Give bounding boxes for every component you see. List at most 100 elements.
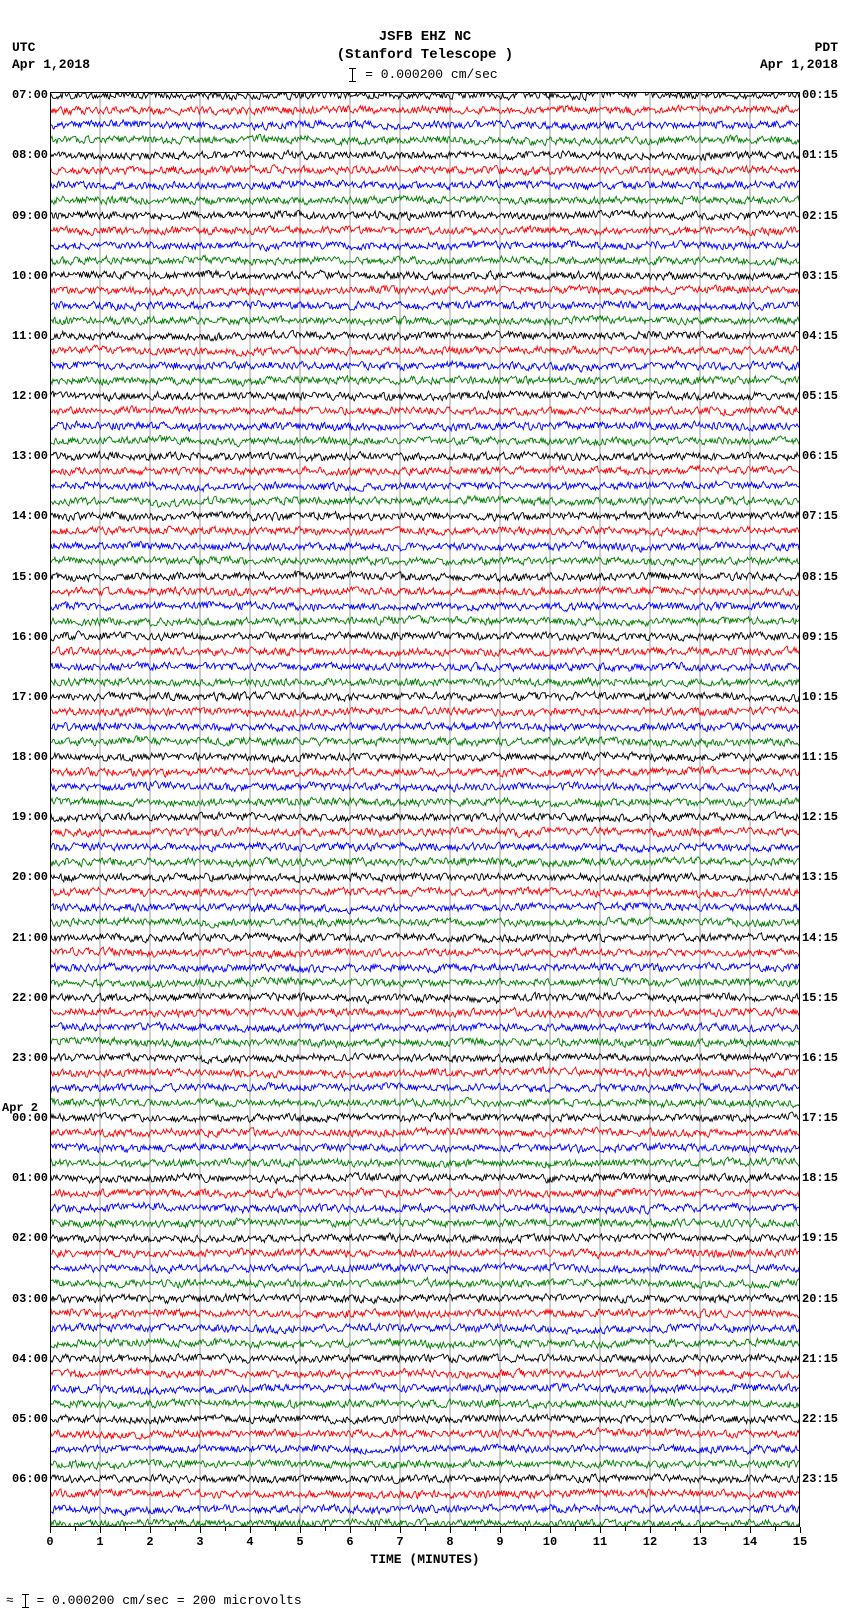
x-tick-label: 11 [593, 1535, 607, 1549]
left-time-label: 03:00 [12, 1293, 48, 1305]
left-time-label: 15:00 [12, 571, 48, 583]
right-time-label: 18:15 [802, 1172, 838, 1184]
left-time-label: 12:00 [12, 390, 48, 402]
right-time-label: 05:15 [802, 390, 838, 402]
right-time-label: 01:15 [802, 149, 838, 161]
left-time-label: 13:00 [12, 450, 48, 462]
x-tick-minor [575, 1527, 576, 1531]
x-tick-label: 6 [346, 1535, 353, 1549]
x-tick-label: 13 [693, 1535, 707, 1549]
plot-frame [50, 92, 800, 1527]
x-labels: 0123456789101112131415 [50, 1533, 800, 1549]
right-time-label: 06:15 [802, 450, 838, 462]
left-date-marker: Apr 2 [2, 1102, 38, 1115]
scale-bar-icon [25, 1594, 26, 1608]
x-tick-minor [125, 1527, 126, 1531]
footer-scale: ≈ = 0.000200 cm/sec = 200 microvolts [0, 1593, 850, 1608]
x-tick-minor [775, 1527, 776, 1531]
footer-prefix: ≈ [6, 1593, 14, 1608]
x-tick [800, 1527, 801, 1533]
plot-area: 07:0008:0009:0010:0011:0012:0013:0014:00… [50, 92, 800, 1527]
x-tick-label: 7 [396, 1535, 403, 1549]
right-time-label: 03:15 [802, 270, 838, 282]
left-time-label: 01:00 [12, 1172, 48, 1184]
x-tick-label: 4 [246, 1535, 253, 1549]
right-time-label: 14:15 [802, 932, 838, 944]
x-axis: 0123456789101112131415 TIME (MINUTES) [50, 1527, 800, 1569]
right-time-label: 20:15 [802, 1293, 838, 1305]
x-tick-label: 5 [296, 1535, 303, 1549]
header: JSFB EHZ NC (Stanford Telescope ) = 0.00… [0, 0, 850, 84]
right-time-label: 08:15 [802, 571, 838, 583]
right-time-labels: 00:15 01:15 02:15 03:15 04:15 05:15 06:15 07:15… [802, 92, 848, 1527]
x-tick-label: 10 [543, 1535, 557, 1549]
left-time-label: 09:00 [12, 210, 48, 222]
left-time-label: 06:00 [12, 1473, 48, 1485]
left-time-label: 14:00 [12, 510, 48, 522]
x-tick-label: 12 [643, 1535, 657, 1549]
left-time-label: 20:00 [12, 871, 48, 883]
x-tick-minor [325, 1527, 326, 1531]
scale-bar-icon [352, 68, 353, 82]
seismogram-page: UTC Apr 1,2018 PDT Apr 1,2018 JSFB EHZ N… [0, 0, 850, 1608]
left-time-label: 16:00 [12, 631, 48, 643]
right-time-label: 21:15 [802, 1353, 838, 1365]
left-time-label: 08:00 [12, 149, 48, 161]
right-time-label: 09:15 [802, 631, 838, 643]
left-time-label: 02:00 [12, 1232, 48, 1244]
station-subtitle: (Stanford Telescope ) [0, 46, 850, 64]
date-right: Apr 1,2018 [760, 57, 838, 74]
x-tick-minor [375, 1527, 376, 1531]
right-time-label: 22:15 [802, 1413, 838, 1425]
right-time-label: 16:15 [802, 1052, 838, 1064]
right-time-label: 02:15 [802, 210, 838, 222]
left-time-label: 17:00 [12, 691, 48, 703]
x-tick-minor [225, 1527, 226, 1531]
right-time-label: 17:15 [802, 1112, 838, 1124]
right-time-label: 15:15 [802, 992, 838, 1004]
right-time-label: 07:15 [802, 510, 838, 522]
x-axis-title: TIME (MINUTES) [50, 1552, 800, 1567]
x-tick-minor [75, 1527, 76, 1531]
tz-left: UTC [12, 40, 90, 57]
right-time-label: 00:15 [802, 89, 838, 101]
right-time-label: 19:15 [802, 1232, 838, 1244]
x-tick-minor [675, 1527, 676, 1531]
x-tick-minor [175, 1527, 176, 1531]
top-left-meta: UTC Apr 1,2018 [12, 40, 90, 74]
footer-text: = 0.000200 cm/sec = 200 microvolts [36, 1593, 301, 1608]
right-time-label: 04:15 [802, 330, 838, 342]
left-time-label: 05:00 [12, 1413, 48, 1425]
left-time-label: 18:00 [12, 751, 48, 763]
right-time-label: 13:15 [802, 871, 838, 883]
scale-line: = 0.000200 cm/sec [0, 67, 850, 84]
x-tick-label: 9 [496, 1535, 503, 1549]
x-tick-minor [725, 1527, 726, 1531]
left-time-label: 10:00 [12, 270, 48, 282]
x-tick-label: 8 [446, 1535, 453, 1549]
left-time-labels: 07:0008:0009:0010:0011:0012:0013:0014:00… [2, 92, 48, 1527]
right-time-label: 10:15 [802, 691, 838, 703]
station-title: JSFB EHZ NC [0, 28, 850, 46]
tz-right: PDT [760, 40, 838, 57]
left-time-label: 23:00 [12, 1052, 48, 1064]
left-time-label: 19:00 [12, 811, 48, 823]
x-tick-minor [625, 1527, 626, 1531]
x-tick-label: 14 [743, 1535, 757, 1549]
top-right-meta: PDT Apr 1,2018 [760, 40, 838, 74]
left-time-label: 04:00 [12, 1353, 48, 1365]
right-time-label: 11:15 [802, 751, 838, 763]
right-time-label: 23:15 [802, 1473, 838, 1485]
left-time-label: 21:00 [12, 932, 48, 944]
right-time-label: 12:15 [802, 811, 838, 823]
x-tick-minor [425, 1527, 426, 1531]
x-tick-label: 3 [196, 1535, 203, 1549]
x-tick-label: 2 [146, 1535, 153, 1549]
x-tick-minor [525, 1527, 526, 1531]
scale-text: = 0.000200 cm/sec [365, 67, 498, 82]
date-left: Apr 1,2018 [12, 57, 90, 74]
left-time-label: 11:00 [12, 330, 48, 342]
x-tick-label: 15 [793, 1535, 807, 1549]
left-time-label: 22:00 [12, 992, 48, 1004]
x-tick-minor [475, 1527, 476, 1531]
